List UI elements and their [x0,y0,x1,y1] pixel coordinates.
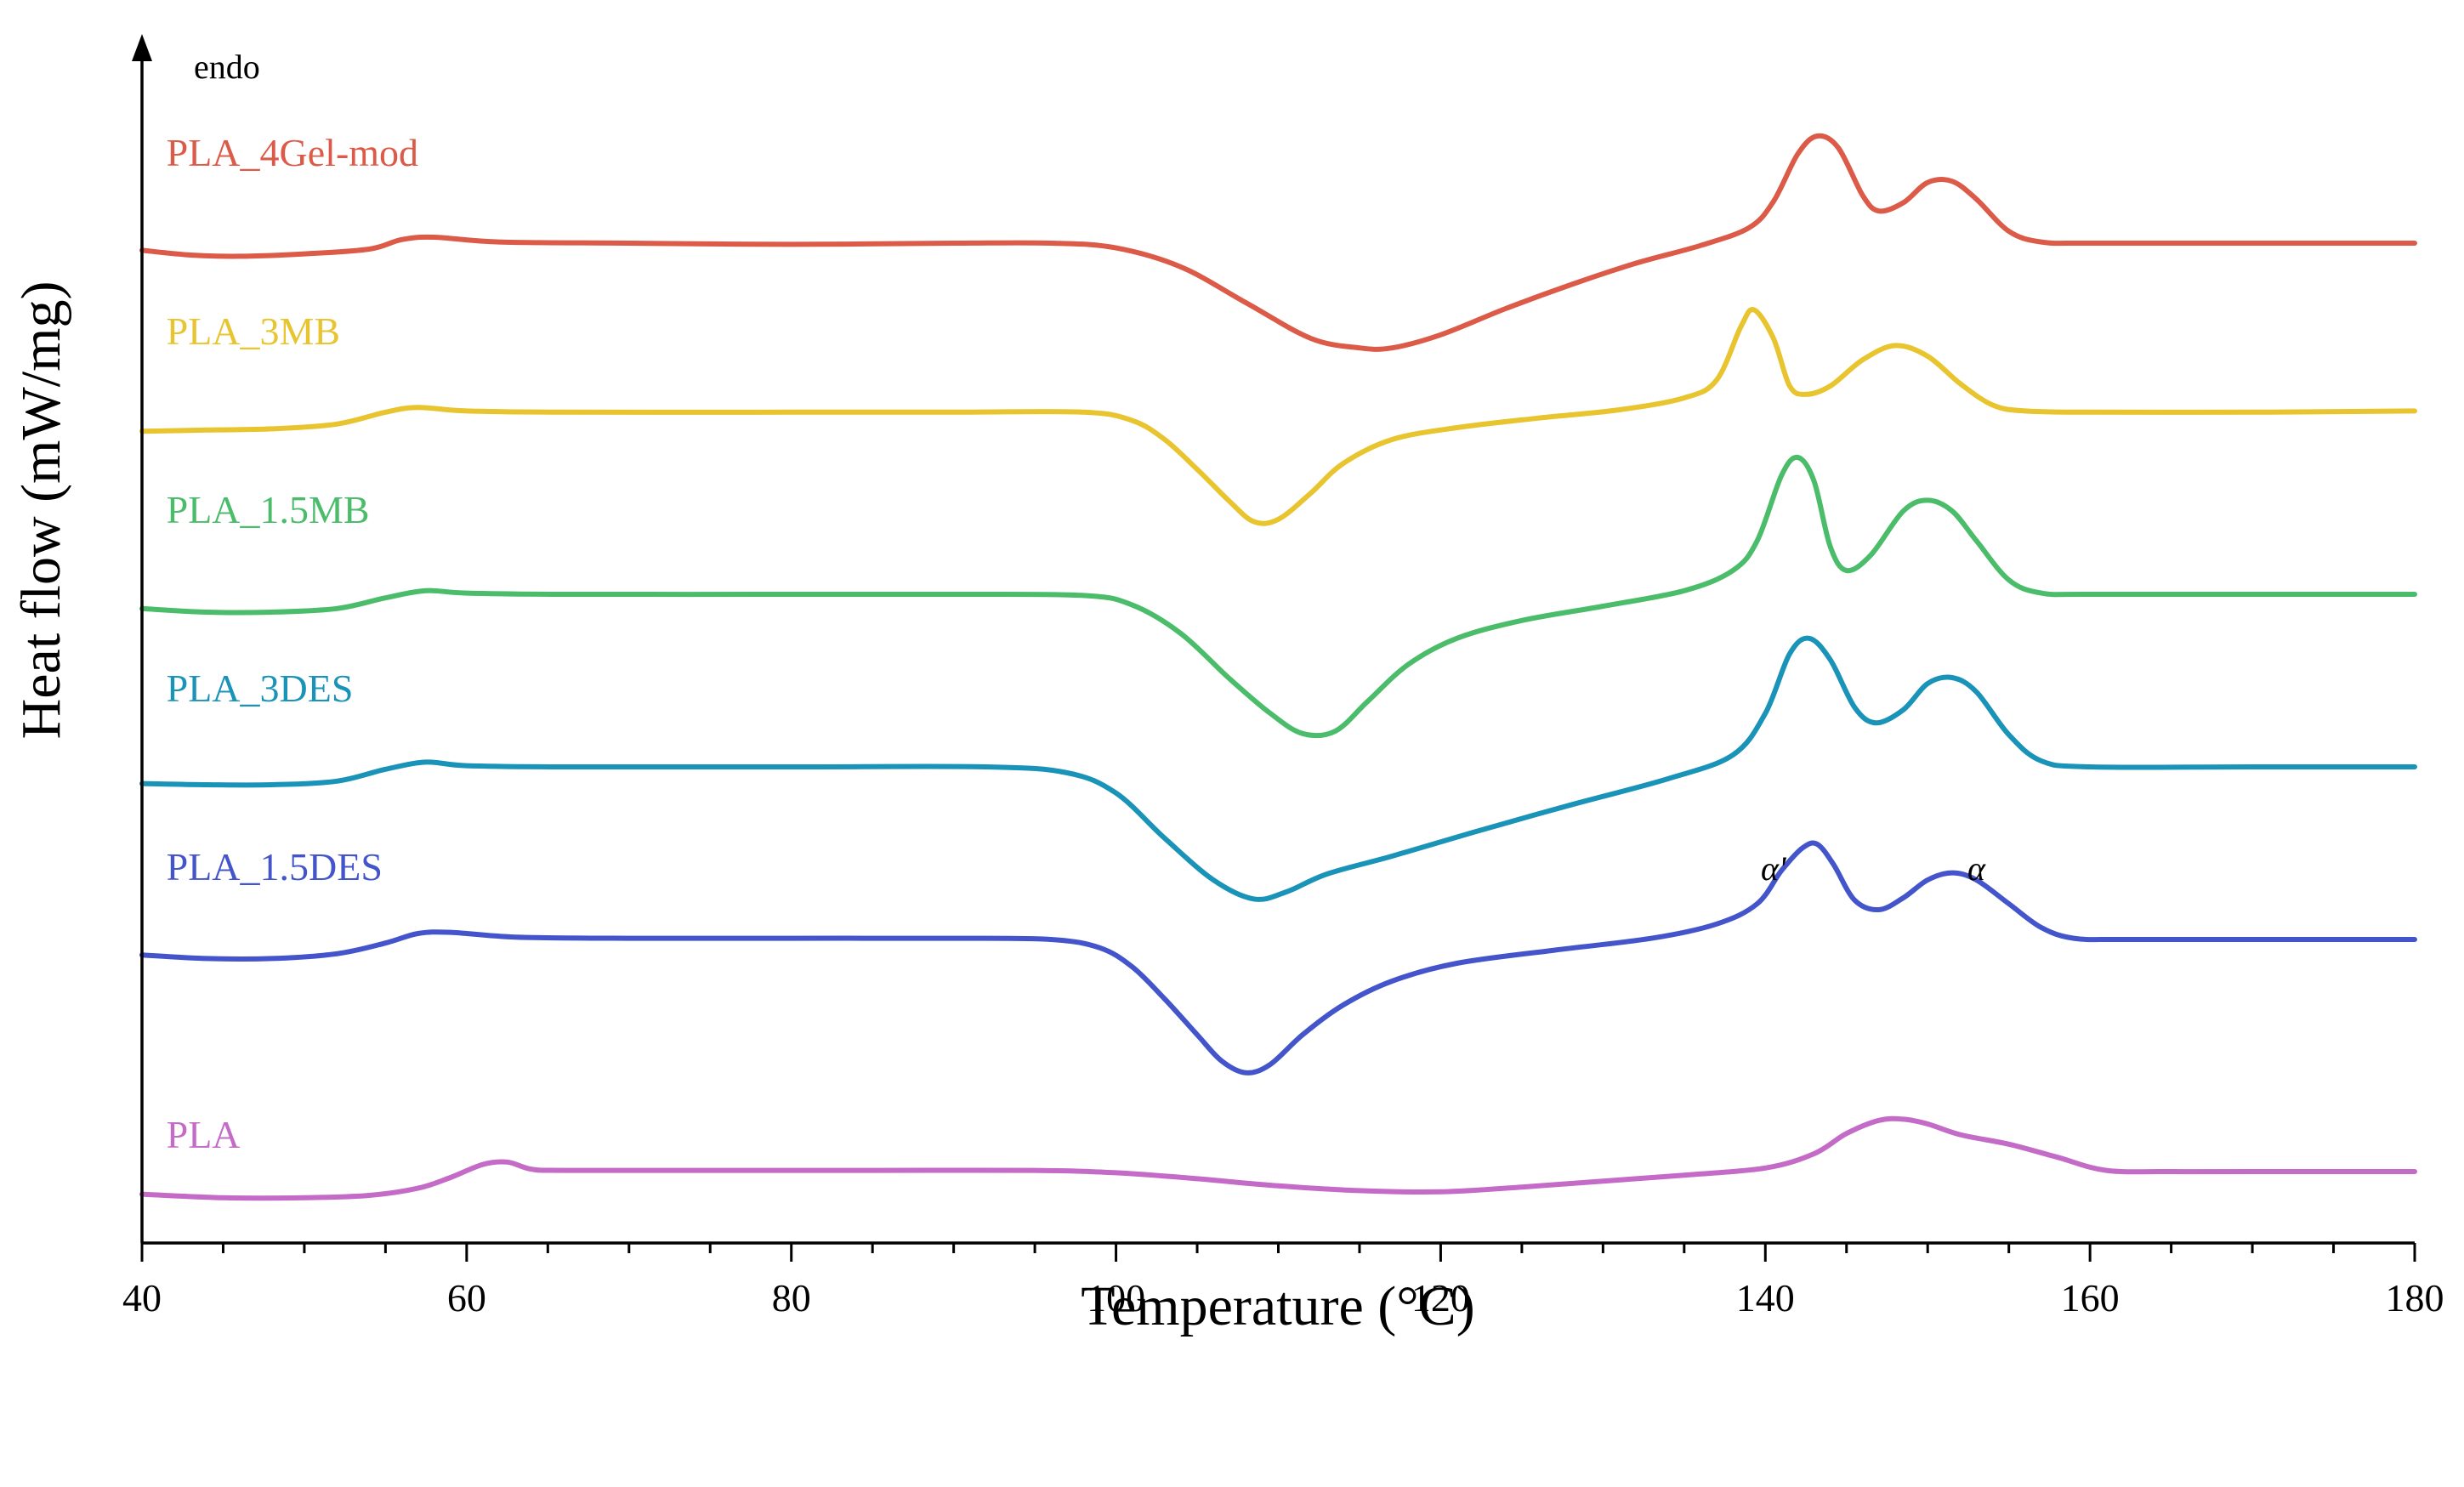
x-tick-label: 80 [772,1276,811,1320]
series-layer [139,133,2417,1201]
x-tick-label: 100 [1087,1276,1145,1320]
series-line-pla-4gel-mod [139,133,2417,352]
series-label-pla: PLA [167,1113,241,1156]
series-label-pla-3mb: PLA_3MB [167,309,340,353]
alpha-annotation: α [1967,849,1986,888]
x-tick-label: 180 [2386,1276,2444,1320]
series-line-pla-3des [139,635,2417,902]
x-ticks: 40 60 80 100 120 140 160 180 [122,1243,2444,1320]
series-line-pla-3mb [139,307,2417,526]
x-tick-label: 120 [1411,1276,1470,1320]
series-label-pla-3des: PLA_3DES [167,667,354,710]
series-label-pla-4gel-mod: PLA_4Gel-mod [167,131,418,174]
series-line-pla-1-5des [139,840,2417,1076]
series-label-pla-1-5des: PLA_1.5DES [167,845,383,888]
alpha-prime-annotation: α' [1761,849,1787,888]
series-label-pla-1-5mb: PLA_1.5MB [167,488,370,531]
x-axis-title: Temperature (°C) [1081,1275,1474,1337]
series-line-pla [139,1115,2417,1201]
series-labels: PLA_4Gel-mod PLA_3MB PLA_1.5MB PLA_3DES PLA_… [167,131,418,1156]
x-tick-label: 40 [122,1276,162,1320]
x-tick-label: 140 [1736,1276,1795,1320]
series-line-pla-1-5mb [139,454,2417,739]
plot-area: 40 60 80 100 120 140 160 180 PLA_4Gel-mod PLA_3M… [10,34,2444,1337]
y-axis-title: Heat flow (mW/mg) [10,281,72,740]
x-tick-label: 60 [447,1276,486,1320]
endo-label: endo [194,48,260,86]
y-axis-arrow-icon [132,34,152,61]
x-tick-label: 160 [2061,1276,2120,1320]
annotations: α' α [1761,849,1986,888]
axes-layer: 40 60 80 100 120 140 160 180 [122,34,2444,1320]
